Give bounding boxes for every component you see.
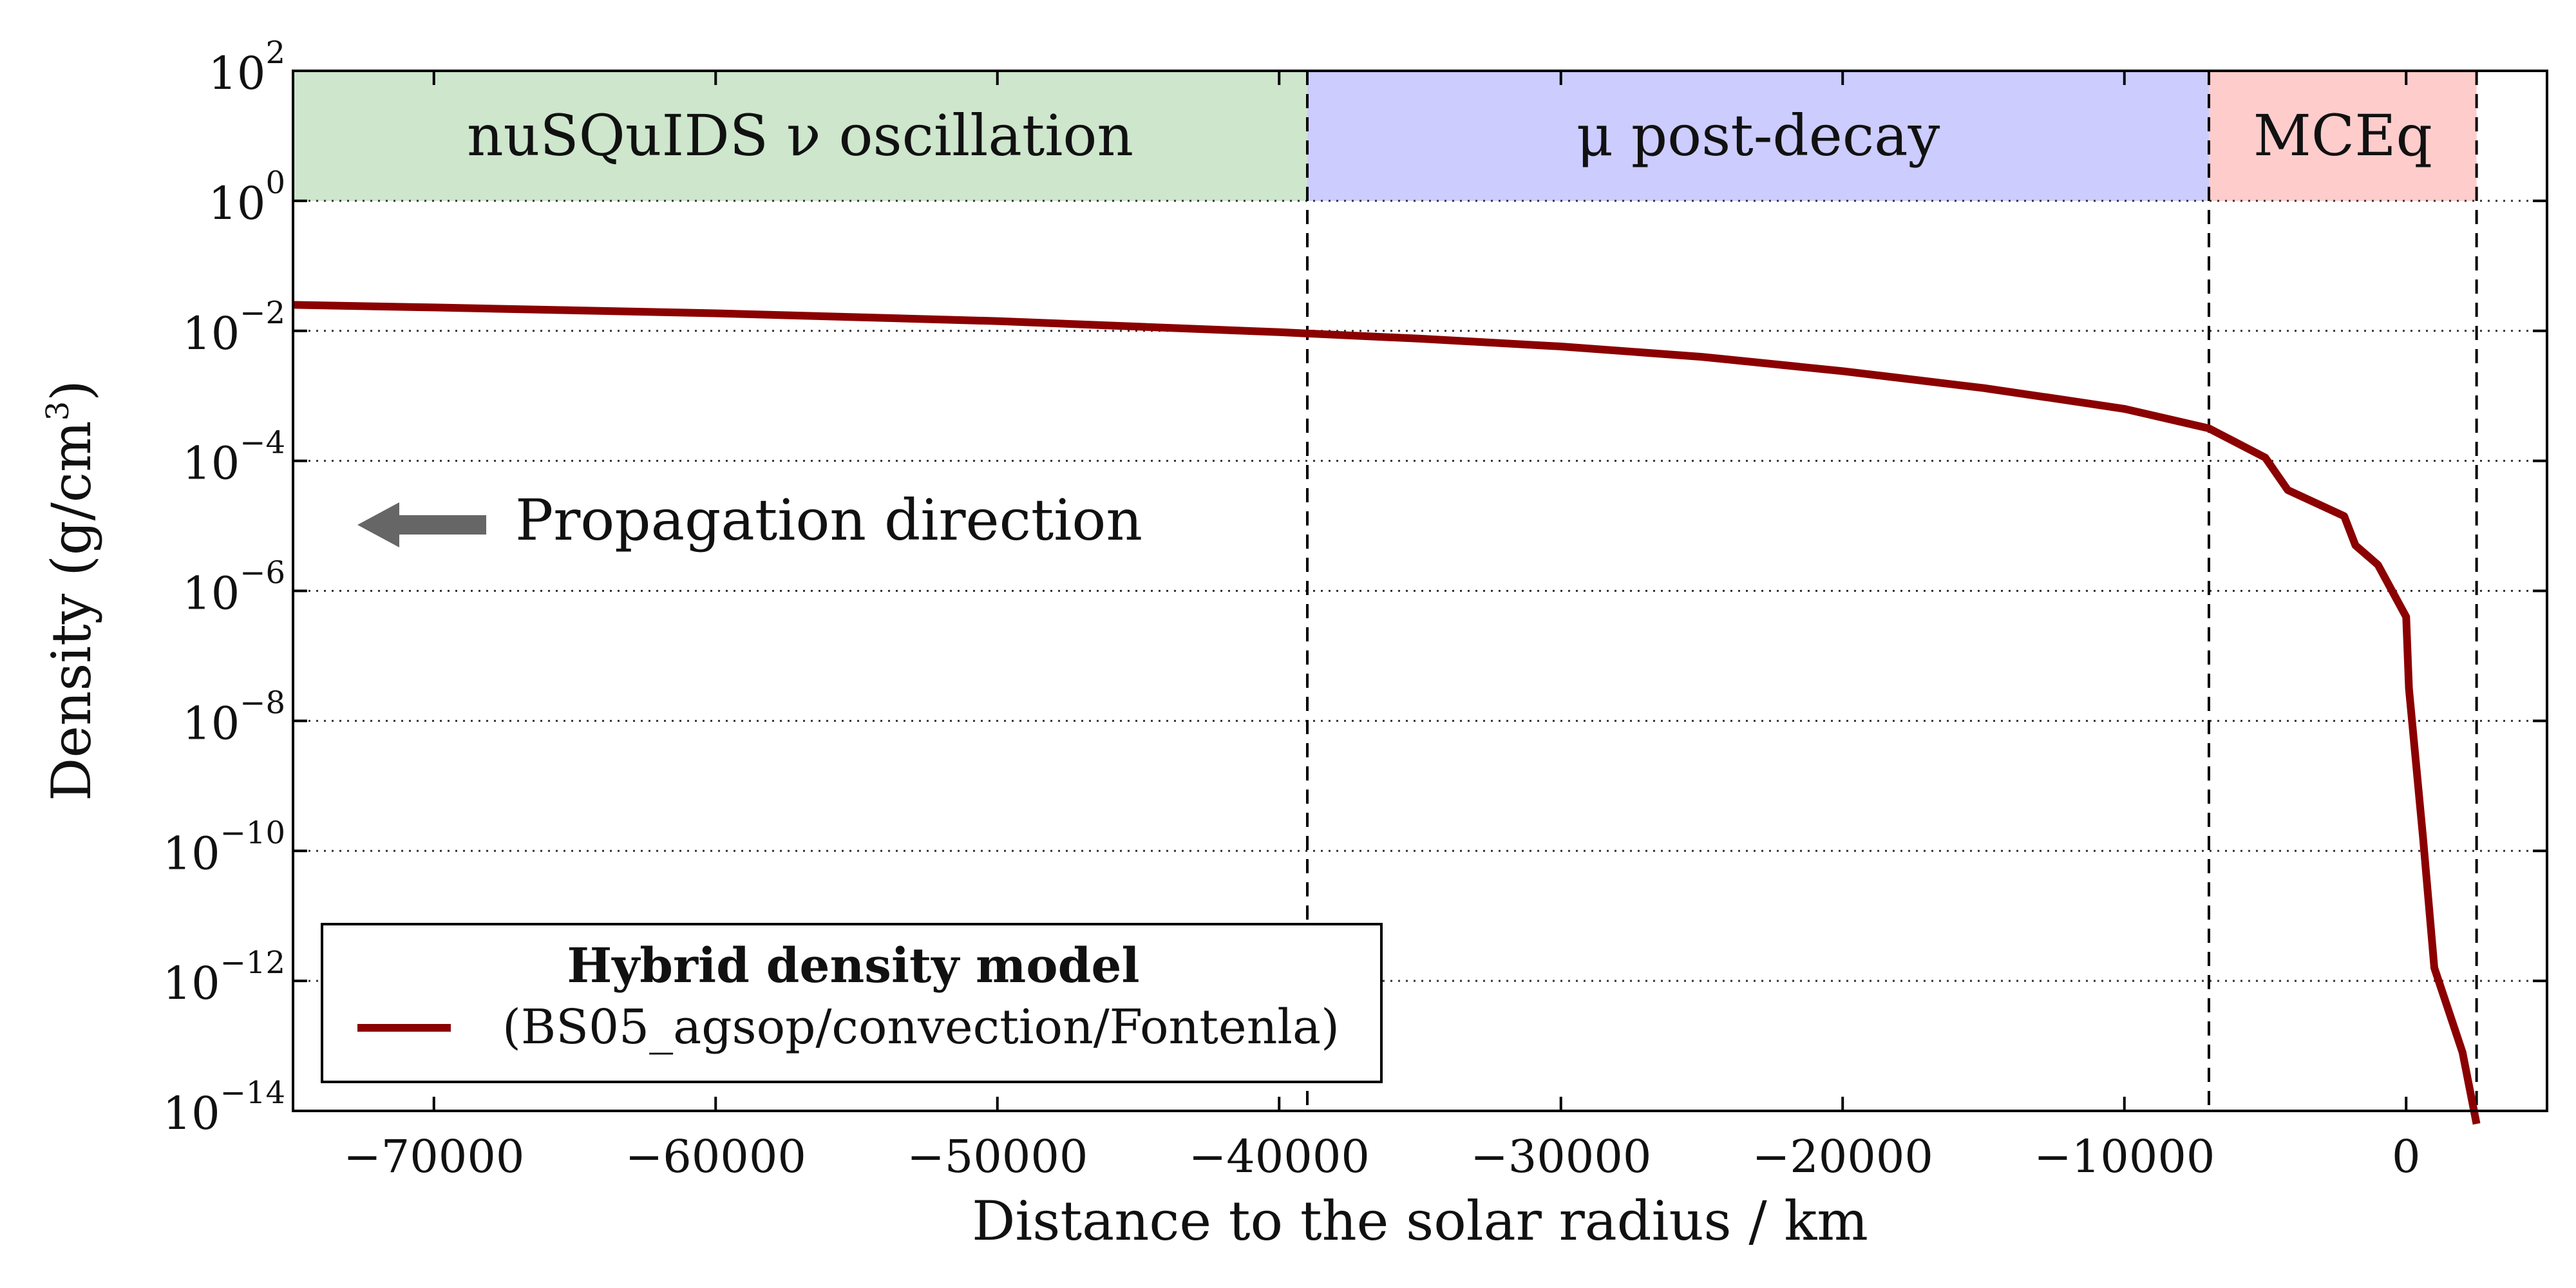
y-tick-exponent: −4 [240, 425, 285, 461]
y-tick-label: 100 [208, 165, 285, 230]
y-tick-label: 10−10 [163, 815, 285, 880]
x-ticks: −70000 −60000 −50000 −40000 −30000 −20000 −100… [343, 71, 2421, 1183]
y-axis-title-close: ) [40, 380, 103, 401]
x-tick-label: −40000 [1189, 1130, 1370, 1183]
y-tick-exponent: −2 [240, 295, 285, 331]
y-tick-base: 10 [208, 177, 265, 230]
y-tick-exponent: −10 [220, 815, 285, 851]
density-curve [292, 301, 2481, 1125]
y-tick-label: 10−2 [182, 295, 285, 360]
left-arrow-icon [357, 502, 486, 547]
y-tick-base: 10 [182, 307, 240, 360]
y-axis-title: Density (g/cm3) [40, 380, 103, 801]
x-tick-label: −10000 [2034, 1130, 2215, 1183]
y-tick-base: 10 [182, 437, 240, 490]
y-tick-exponent: −12 [220, 945, 285, 981]
y-tick-exponent: 0 [265, 165, 285, 201]
legend-box [321, 923, 1383, 1083]
y-tick-label: 102 [208, 35, 285, 100]
region-mu-post-decay [1307, 71, 2209, 201]
x-tick-label: −50000 [907, 1130, 1088, 1183]
x-tick-label: −20000 [1752, 1130, 1933, 1183]
x-tick-label: −60000 [625, 1130, 806, 1183]
y-tick-base: 10 [163, 957, 220, 1010]
y-tick-label: 10−8 [182, 685, 285, 750]
y-tick-exponent: −14 [220, 1075, 285, 1111]
y-axis-title-exp: 3 [40, 401, 76, 421]
y-tick-base: 10 [163, 1087, 220, 1140]
boundary-layer [1306, 71, 2478, 1111]
y-tick-base: 10 [163, 827, 220, 880]
y-tick-exponent: −8 [240, 685, 285, 721]
y-axis-title-main: Density (g/cm [40, 421, 103, 801]
region-label-mceq: MCEq [2253, 102, 2432, 169]
x-axis-title: Distance to the solar radius / km [972, 1189, 1868, 1253]
legend-entry-label: (BS05_agsop/convection/Fontenla) [502, 999, 1340, 1055]
y-tick-exponent: 2 [265, 35, 285, 71]
y-tick-base: 10 [208, 47, 265, 100]
y-tick-base: 10 [182, 567, 240, 620]
y-tick-base: 10 [182, 697, 240, 750]
propagation-label: Propagation direction [515, 487, 1142, 553]
y-tick-label: 10−4 [182, 425, 285, 490]
region-nusquids [293, 71, 1307, 201]
y-tick-label: 10−12 [163, 945, 285, 1010]
regions-layer: nuSQuIDS ν oscillation μ post-decay MCEq [293, 71, 2477, 201]
region-mceq [2209, 71, 2477, 201]
legend-title: Hybrid density model [567, 938, 1139, 994]
x-tick-label: −30000 [1470, 1130, 1651, 1183]
region-label-nusquids: nuSQuIDS ν oscillation [467, 102, 1133, 169]
grid-layer [293, 200, 2547, 982]
region-label-mu-post-decay: μ post-decay [1577, 102, 1940, 169]
y-tick-label: 10−6 [182, 555, 285, 620]
x-tick-label: −70000 [343, 1130, 524, 1183]
propagation-annotation: Propagation direction [357, 487, 1142, 553]
x-tick-label: 0 [2392, 1130, 2421, 1183]
series-layer [292, 301, 2481, 1125]
legend: Hybrid density model (BS05_agsop/convect… [321, 923, 1383, 1083]
y-tick-exponent: −6 [240, 555, 285, 591]
y-tick-label: 10−14 [163, 1075, 285, 1140]
